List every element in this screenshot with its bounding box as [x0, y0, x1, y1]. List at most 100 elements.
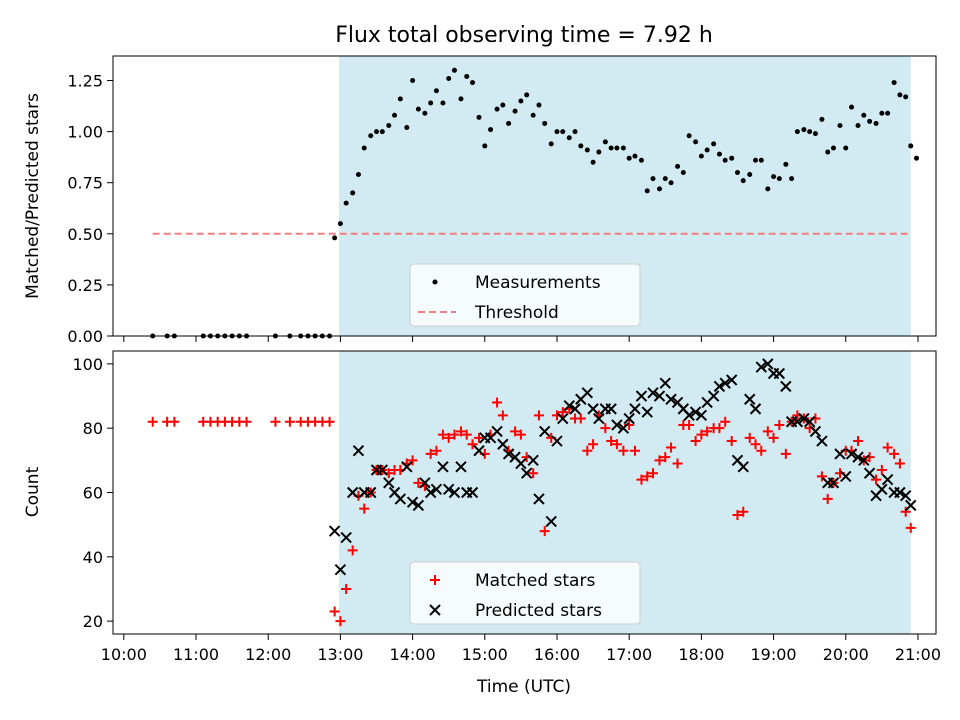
predicted-stars-point: [557, 412, 569, 425]
measurements-point: [572, 129, 578, 135]
predicted-stars-point: [827, 477, 840, 489]
matched-stars-point: [425, 448, 436, 459]
predicted-stars-point: [695, 409, 708, 422]
predicted-stars-point: [334, 563, 347, 576]
legend-box: [409, 263, 641, 327]
predicted-stars-point: [863, 467, 876, 479]
matched-stars-point: [474, 432, 485, 443]
predicted-stars-point: [527, 454, 539, 467]
matched-stars-point: [780, 448, 791, 459]
ratio-series: [150, 67, 920, 339]
measurements-point: [602, 139, 608, 145]
measurements-point: [578, 143, 584, 149]
matched-stars-point: [720, 416, 731, 427]
measurements-point: [350, 190, 356, 196]
matched-stars-point: [629, 445, 640, 456]
predicted-stars-point: [773, 367, 786, 380]
x-tick-label: 10:00: [101, 645, 147, 664]
predicted-stars-point: [437, 461, 449, 473]
measurements-point: [596, 149, 602, 155]
predicted-stars-point: [340, 531, 352, 544]
measurements-point: [747, 172, 753, 178]
matched-stars-point: [732, 510, 743, 521]
matched-stars-point: [539, 526, 550, 537]
predicted-stars-point: [539, 425, 551, 438]
matched-stars-point: [147, 416, 158, 427]
predicted-stars-point: [689, 406, 702, 418]
measurements-point: [584, 147, 590, 153]
y-tick-label: 0.75: [67, 174, 103, 193]
y-tick-label: 60: [83, 484, 103, 503]
x-tick-label: 14:00: [390, 645, 436, 664]
legend-count: Matched stars Predicted stars: [409, 561, 641, 625]
measurements-point: [722, 157, 728, 163]
matched-stars-point: [853, 436, 864, 447]
predicted-stars-point: [502, 448, 515, 460]
measurements-point: [657, 186, 663, 192]
predicted-stars-point: [352, 444, 365, 457]
measurements-point: [494, 106, 500, 112]
measurements-point: [392, 112, 398, 118]
measurements-point: [476, 114, 482, 120]
matched-stars-point: [900, 506, 911, 517]
measurements-point: [837, 122, 843, 128]
measurements-point: [771, 174, 777, 180]
matched-stars-point: [467, 439, 478, 450]
measurements-point: [343, 200, 349, 206]
matched-stars-point: [515, 429, 526, 440]
x-axis-ticks-ratio: [123, 336, 919, 342]
matched-stars-point: [497, 410, 508, 421]
matched-stars-point: [882, 442, 893, 453]
measurements-point: [861, 112, 867, 118]
predicted-stars-point: [713, 380, 726, 393]
legend-label-threshold: Threshold: [474, 303, 559, 323]
measurements-point: [758, 157, 764, 163]
x-tick-label: 21:00: [895, 645, 941, 664]
predicted-stars-point: [798, 412, 810, 425]
y-tick-label: 1.00: [67, 123, 103, 142]
matched-stars-point: [611, 439, 622, 450]
predicted-stars-point: [744, 393, 756, 405]
predicted-stars-point: [653, 390, 666, 402]
matched-stars-point: [894, 458, 905, 469]
matched-stars-point: [324, 416, 335, 427]
predicted-stars-point: [545, 515, 557, 528]
predicted-stars-point: [749, 403, 762, 415]
measurements-point: [704, 147, 710, 153]
matched-stars-point: [690, 436, 701, 447]
matched-stars-point: [871, 474, 882, 485]
matched-stars-point: [359, 503, 370, 514]
measurements-point: [608, 145, 614, 151]
predicted-stars-point: [448, 486, 461, 499]
matched-stars-point: [413, 477, 424, 488]
measurements-point: [807, 129, 813, 135]
predicted-stars-point: [383, 477, 395, 489]
y-tick-label: 1.25: [67, 72, 103, 91]
matched-stars-point: [169, 416, 180, 427]
predicted-stars-point: [641, 406, 653, 418]
predicted-stars-point: [905, 499, 917, 512]
y-tick-label: 0.00: [67, 327, 103, 346]
measurements-point: [819, 116, 825, 122]
predicted-stars-point: [497, 438, 509, 450]
legend-label-matched-stars: Matched stars: [475, 571, 595, 591]
predicted-stars-point: [876, 483, 888, 495]
matched-stars-point: [816, 471, 827, 482]
predicted-stars-point: [629, 403, 641, 415]
y-axis-label-count: Count: [23, 466, 43, 517]
x-axis-label: Time (UTC): [476, 677, 571, 697]
x-tick-label: 20:00: [823, 645, 869, 664]
measurements-point: [693, 139, 699, 145]
matched-stars-point: [510, 426, 521, 437]
matched-stars-point: [768, 432, 779, 443]
measurements-point: [668, 180, 674, 186]
predicted-stars-point: [442, 483, 455, 495]
measurements-point: [422, 110, 428, 116]
measurements-point: [530, 112, 536, 118]
matched-stars-point: [905, 522, 916, 533]
x-tick-label: 17:00: [606, 645, 652, 664]
predicted-stars-point: [719, 377, 731, 389]
predicted-stars-point: [803, 416, 816, 428]
predicted-stars-point: [725, 374, 738, 386]
y-tick-label: 100: [72, 355, 103, 374]
